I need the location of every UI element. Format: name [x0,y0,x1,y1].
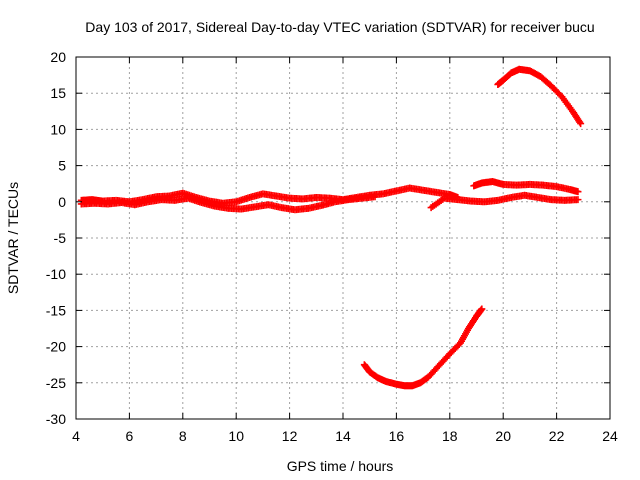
y-tick-label: -30 [46,411,66,427]
series-arc-high [494,65,585,128]
axis-ticks: 4 6 8 10 12 14 16 18 20 22 24 -30 -25 -20 -15 -10 -5 0 5 10… [46,49,618,444]
x-tick-label: 12 [282,428,298,444]
x-axis-label: GPS time / hours [287,458,394,474]
data-point [371,193,379,201]
x-tick-label: 24 [602,428,618,444]
y-tick-label: -5 [54,230,67,246]
y-tick-label: -10 [46,266,66,282]
x-tick-label: 18 [442,428,458,444]
x-tick-label: 10 [228,428,244,444]
x-tick-label: 8 [179,428,187,444]
y-tick-label: 20 [50,49,66,65]
y-tick-label: -20 [46,339,66,355]
y-tick-label: 10 [50,121,66,137]
x-tick-label: 4 [72,428,80,444]
x-tick-label: 20 [495,428,511,444]
x-tick-label: 22 [549,428,565,444]
chart-title: Day 103 of 2017, Sidereal Day-to-day VTE… [85,19,594,35]
data-point [574,196,582,204]
data-point [574,188,582,196]
series-arc-low [360,305,486,390]
data-point [577,120,585,128]
series-arc-right-upper [470,178,582,196]
series-arc-main-lower [77,193,379,214]
y-tick-label: 15 [50,85,66,101]
y-tick-label: -25 [46,375,66,391]
y-axis-label: SDTVAR / TECUs [5,182,21,294]
data-layer [77,65,585,390]
x-tick-label: 14 [335,428,351,444]
y-tick-label: 5 [58,158,66,174]
grid-lines [76,57,610,419]
series-arc-right-lower [427,191,582,212]
y-tick-label: 0 [58,194,66,210]
data-point [478,305,486,313]
y-tick-label: -15 [46,302,66,318]
x-tick-label: 6 [126,428,134,444]
x-tick-label: 16 [389,428,405,444]
